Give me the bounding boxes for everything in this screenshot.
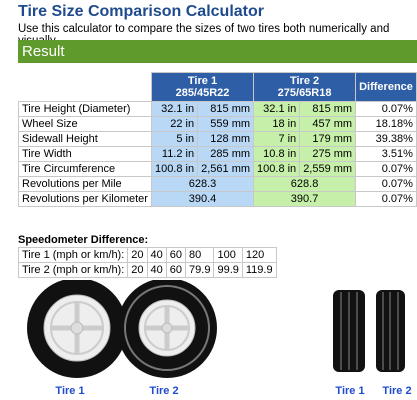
value-cell: 0.07% [355,161,417,177]
comparison-table: Tire 1 285/45R22 Tire 2 275/65R18 Difference… [18,72,417,207]
tire-1-tread [333,290,365,372]
speed-value: 100 [213,247,243,263]
row-label: Sidewall Height [18,131,152,147]
tire-2-tread [376,290,405,372]
value-cell: 285 mm [197,146,255,162]
value-cell: 128 mm [197,131,255,147]
table-row: Wheel Size 22 in 559 mm 18 in 457 mm 18.18% [18,116,417,132]
value-cell: 275 mm [299,146,357,162]
speed-value: 79.9 [185,262,215,278]
speed-value: 80 [185,247,215,263]
speed-row: Tire 1 (mph or km/h): 20 40 60 80 100 120 [17,247,277,263]
tire-visuals: Tire 1 Tire 2 Tire 1 Tire 2 [27,280,412,397]
table-row: Tire Circumference 100.8 in 2,561 mm 100.8 … [18,161,417,177]
value-cell: 100.8 in [253,161,301,177]
value-cell: 628.3 [150,176,255,192]
value-cell: 22 in [150,116,199,132]
tire-2-side [117,280,217,378]
row-label: Tire 1 (mph or km/h): [17,247,129,263]
value-cell: 100.8 in [150,161,199,177]
blank-header [18,72,152,102]
row-label: Wheel Size [18,116,152,132]
tire-label: Tire 1 [55,385,84,397]
row-label: Tire Height (Diameter) [18,101,152,117]
table-row: Revolutions per Kilometer 390.4 390.7 0.07% [18,191,417,207]
column-header: Tire 2 275/65R18 [253,72,357,102]
value-cell: 0.07% [355,176,417,192]
table-row: Tire Height (Diameter) 32.1 in 815 mm 32.1 … [18,101,417,117]
speed-value: 20 [127,247,148,263]
value-cell: 815 mm [299,101,357,117]
value-cell: 2,559 mm [299,161,357,177]
row-label: Tire Circumference [18,161,152,177]
speedometer-title: Speedometer Difference: [18,234,149,246]
value-cell: 3.51% [355,146,417,162]
value-cell: 390.4 [150,191,255,207]
value-cell: 39.38% [355,131,417,147]
column-size: 275/65R18 [277,87,332,99]
value-cell: 457 mm [299,116,357,132]
row-label: Tire 2 (mph or km/h): [17,262,129,278]
value-cell: 0.07% [355,191,417,207]
value-cell: 32.1 in [253,101,301,117]
speed-value: 60 [165,262,187,278]
row-label: Revolutions per Kilometer [18,191,152,207]
tire-1-side [27,280,127,378]
speed-value: 40 [146,262,167,278]
column-name: Tire 2 [289,75,320,87]
value-cell: 628.8 [253,176,357,192]
speed-value: 99.9 [213,262,243,278]
column-size: 285/45R22 [175,87,230,99]
result-bar: Result [18,40,417,63]
row-label: Tire Width [18,146,152,162]
value-cell: 7 in [253,131,301,147]
value-cell: 559 mm [197,116,255,132]
tire-label: Tire 2 [149,385,178,397]
speed-value: 40 [146,247,167,263]
value-cell: 10.8 in [253,146,301,162]
table-row: Revolutions per Mile 628.3 628.8 0.07% [18,176,417,192]
row-label: Revolutions per Mile [18,176,152,192]
value-cell: 18.18% [355,116,417,132]
value-cell: 815 mm [197,101,255,117]
speed-row: Tire 2 (mph or km/h): 20 40 60 79.9 99.9 119.9 [17,262,277,278]
speed-value: 60 [165,247,187,263]
title: Tire Size Comparison Calculator [18,3,264,20]
column-name: Difference [359,81,413,93]
column-name: Tire 1 [187,75,218,87]
table-row: Tire Width 11.2 in 285 mm 10.8 in 275 mm 3.51… [18,146,417,162]
speed-value: 120 [241,247,277,263]
value-cell: 32.1 in [150,101,199,117]
value-cell: 18 in [253,116,301,132]
header-row: Tire 1 285/45R22 Tire 2 275/65R18 Difference [18,72,417,102]
value-cell: 11.2 in [150,146,199,162]
column-header: Difference [355,72,417,102]
table-row: Sidewall Height 5 in 128 mm 7 in 179 mm 39.38… [18,131,417,147]
tire-label: Tire 1 [335,385,364,397]
tire-label: Tire 2 [382,385,411,397]
value-cell: 5 in [150,131,199,147]
speedometer-table: Tire 1 (mph or km/h): 20 40 60 80 100 120 Tire … [17,247,277,278]
speed-value: 20 [127,262,148,278]
column-header: Tire 1 285/45R22 [150,72,255,102]
value-cell: 2,561 mm [197,161,255,177]
speed-value: 119.9 [241,262,277,278]
value-cell: 0.07% [355,101,417,117]
value-cell: 179 mm [299,131,357,147]
value-cell: 390.7 [253,191,357,207]
